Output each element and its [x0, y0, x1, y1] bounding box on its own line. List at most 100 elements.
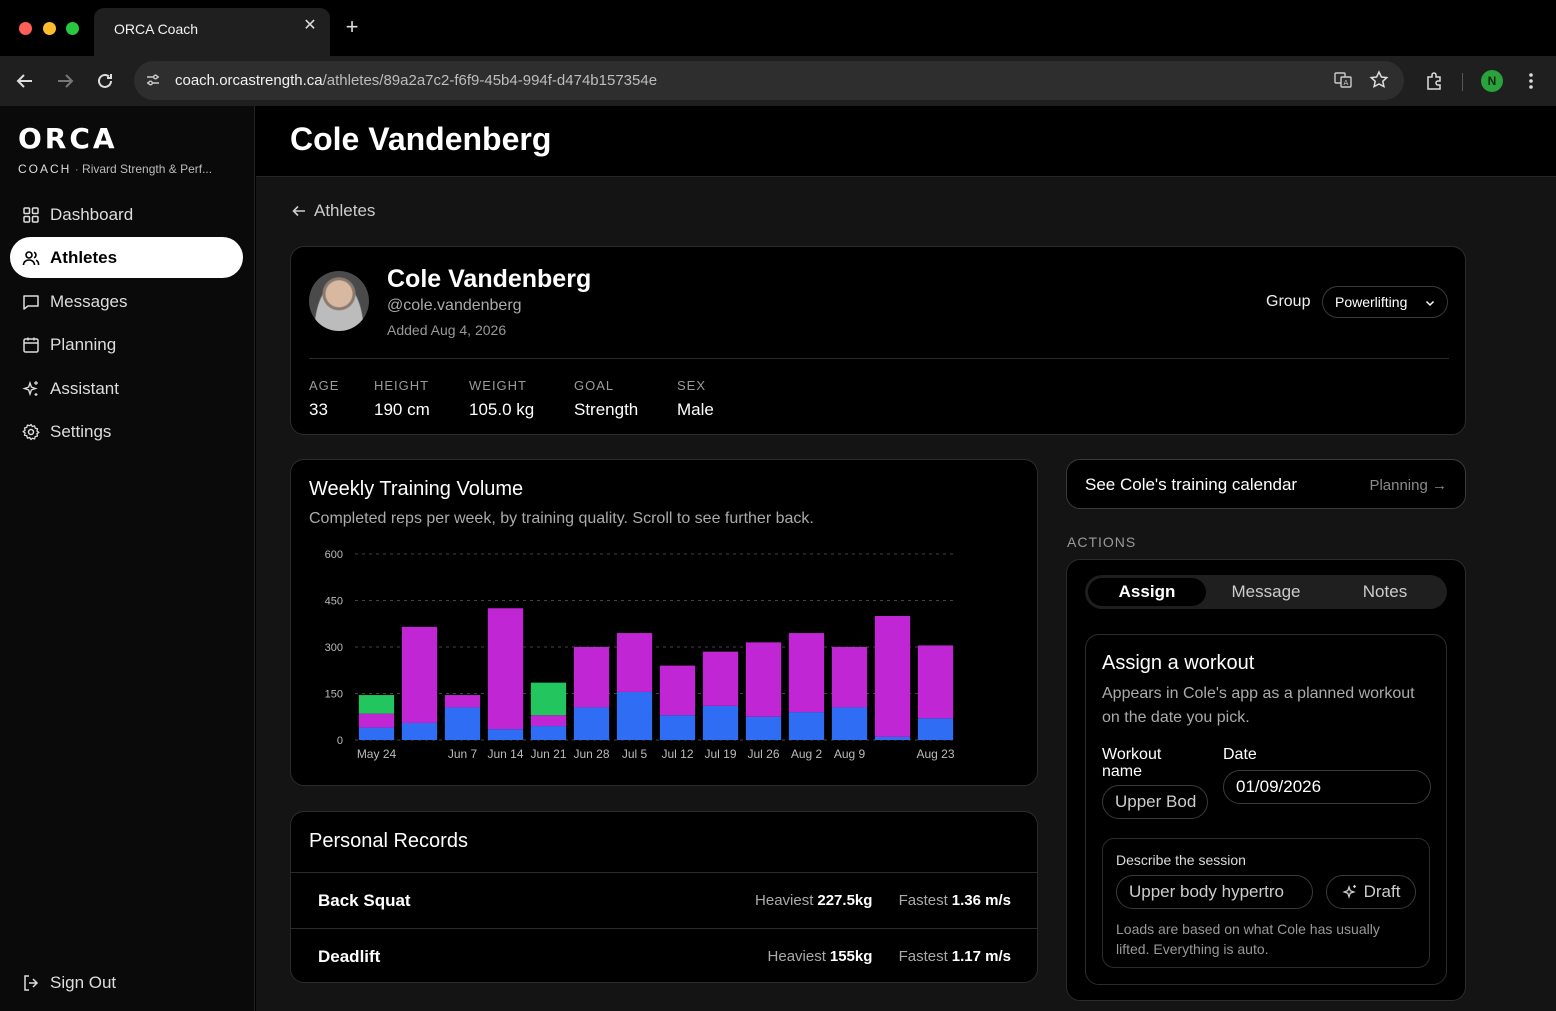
- chevron-down-icon: [1425, 298, 1435, 308]
- draft-button[interactable]: Draft: [1326, 875, 1416, 909]
- extensions-icon[interactable]: [1423, 70, 1445, 92]
- record-values: Heaviest 155kg Fastest 1.17 m/s: [768, 948, 1011, 965]
- bar-segment: [789, 712, 824, 740]
- bar-segment: [918, 718, 953, 740]
- date-label: Date: [1223, 746, 1257, 763]
- sidebar-item-messages[interactable]: Messages: [10, 281, 243, 322]
- heaviest-label: Heaviest: [768, 948, 826, 965]
- workout-name-value: Upper Bod: [1115, 792, 1196, 812]
- back-arrow-icon[interactable]: [14, 70, 36, 92]
- bar-segment: [402, 723, 437, 740]
- chart-title: Weekly Training Volume: [309, 478, 523, 501]
- weekly-volume-chart[interactable]: 0 150 300 450 600 May 24 Jun 7 Jun 14 Jun 21 Jun …: [291, 540, 1037, 770]
- sidebar-item-label: Planning: [50, 335, 116, 355]
- back-to-athletes-link[interactable]: Athletes: [292, 201, 375, 221]
- bar-segment: [445, 695, 480, 707]
- x-tick-label: Aug 23: [916, 747, 954, 761]
- gear-icon: [22, 423, 40, 441]
- y-tick-label: 600: [325, 549, 343, 561]
- x-tick-label: Jul 19: [704, 747, 736, 761]
- describe-session-box: Describe the session Upper body hypertro…: [1102, 838, 1430, 968]
- sidebar-item-label: Dashboard: [50, 205, 133, 225]
- orca-logo[interactable]: ORCA COACH · Rivard Strength & Perf...: [18, 122, 118, 155]
- describe-session-value: Upper body hypertro: [1129, 882, 1284, 902]
- x-tick-label: May 24: [357, 747, 397, 761]
- athlete-added-date: Added Aug 4, 2026: [387, 322, 506, 338]
- sidebar-item-settings[interactable]: Settings: [10, 411, 243, 452]
- records-title: Personal Records: [309, 830, 468, 853]
- bookmark-star-icon[interactable]: [1368, 69, 1390, 91]
- org-name: Rivard Strength & Perf...: [82, 162, 212, 176]
- x-tick-label: Jun 7: [448, 747, 478, 761]
- sidebar-item-planning[interactable]: Planning: [10, 324, 243, 365]
- actions-section-label: ACTIONS: [1067, 534, 1136, 550]
- x-tick-label: Aug 2: [791, 747, 823, 761]
- x-tick-label: Jul 5: [622, 747, 648, 761]
- sidebar-item-athletes[interactable]: Athletes: [10, 237, 243, 278]
- sidebar-item-dashboard[interactable]: Dashboard: [10, 194, 243, 235]
- record-row-deadlift[interactable]: Deadlift Heaviest 155kg Fastest 1.17 m/s: [291, 928, 1037, 984]
- stat-label: GOAL: [574, 378, 638, 393]
- profile-divider: [309, 358, 1449, 359]
- tab-message[interactable]: Message: [1207, 578, 1325, 606]
- date-input[interactable]: 01/09/2026: [1223, 770, 1431, 804]
- bar-segment: [488, 608, 523, 729]
- workout-name-input[interactable]: Upper Bod: [1102, 785, 1208, 819]
- users-icon: [22, 249, 40, 267]
- new-tab-icon[interactable]: +: [342, 17, 362, 37]
- assign-workout-panel: Assign a workout Appears in Cole's app a…: [1085, 634, 1447, 985]
- address-bar[interactable]: coach.orcastrength.ca/athletes/89a2a7c2-…: [134, 61, 1404, 100]
- heaviest-value: 155kg: [830, 948, 873, 965]
- tab-notes[interactable]: Notes: [1326, 578, 1444, 606]
- bar-segment: [402, 627, 437, 723]
- browser-profile-avatar[interactable]: N: [1481, 70, 1503, 92]
- training-calendar-link[interactable]: See Cole's training calendar Planning →: [1066, 459, 1466, 509]
- forward-arrow-icon[interactable]: [54, 70, 76, 92]
- calendar-link-text: See Cole's training calendar: [1085, 475, 1297, 495]
- bar-segment: [359, 714, 394, 728]
- close-tab-icon[interactable]: ✕: [302, 18, 318, 34]
- athlete-name: Cole Vandenberg: [387, 265, 591, 294]
- svg-text:A: A: [1344, 79, 1349, 87]
- window-minimize-button[interactable]: [43, 22, 56, 35]
- record-row-back-squat[interactable]: Back Squat Heaviest 227.5kg Fastest 1.36 m…: [291, 872, 1037, 928]
- sidebar-item-label: Messages: [50, 292, 127, 312]
- page-title: Cole Vandenberg: [290, 121, 551, 158]
- y-tick-label: 450: [325, 596, 343, 608]
- x-tick-label: Jun 21: [530, 747, 566, 761]
- sidebar-item-assistant[interactable]: Assistant: [10, 368, 243, 409]
- browser-tab[interactable]: ORCA Coach ✕: [94, 8, 330, 56]
- sidebar-item-label: Assistant: [50, 379, 119, 399]
- stat-age: AGE 33: [309, 378, 339, 420]
- translate-icon[interactable]: A: [1332, 69, 1354, 91]
- workout-name-label: Workout name: [1102, 746, 1192, 780]
- group-select[interactable]: Powerlifting: [1322, 286, 1448, 318]
- tab-assign[interactable]: Assign: [1088, 578, 1206, 606]
- sidebar-item-label: Settings: [50, 422, 111, 442]
- x-tick-label: Aug 9: [834, 747, 866, 761]
- reload-icon[interactable]: [94, 70, 116, 92]
- page-header: Cole Vandenberg: [256, 106, 1556, 177]
- url-text: coach.orcastrength.ca/athletes/89a2a7c2-…: [175, 72, 657, 89]
- bar-segment: [746, 717, 781, 740]
- x-tick-label: Jun 28: [573, 747, 609, 761]
- site-settings-icon[interactable]: [142, 69, 164, 91]
- sign-out-button[interactable]: Sign Out: [10, 962, 116, 1003]
- bar-segment: [703, 652, 738, 706]
- bar-segment: [359, 728, 394, 740]
- stat-value: 33: [309, 400, 339, 420]
- logo-wordmark: ORCA: [18, 122, 118, 155]
- window-close-button[interactable]: [19, 22, 32, 35]
- url-host: coach.orcastrength.ca: [175, 72, 323, 89]
- heaviest-value: 227.5kg: [817, 892, 872, 909]
- stat-value: Strength: [574, 400, 638, 420]
- message-icon: [22, 293, 40, 311]
- fastest-label: Fastest: [899, 948, 948, 965]
- window-zoom-button[interactable]: [66, 22, 79, 35]
- browser-menu-icon[interactable]: [1520, 70, 1542, 92]
- bar-segment: [531, 683, 566, 716]
- stat-label: AGE: [309, 378, 339, 393]
- describe-session-input[interactable]: Upper body hypertro: [1116, 875, 1313, 909]
- bar-segment: [660, 666, 695, 716]
- sidebar: ORCA COACH · Rivard Strength & Perf... D…: [0, 106, 255, 1011]
